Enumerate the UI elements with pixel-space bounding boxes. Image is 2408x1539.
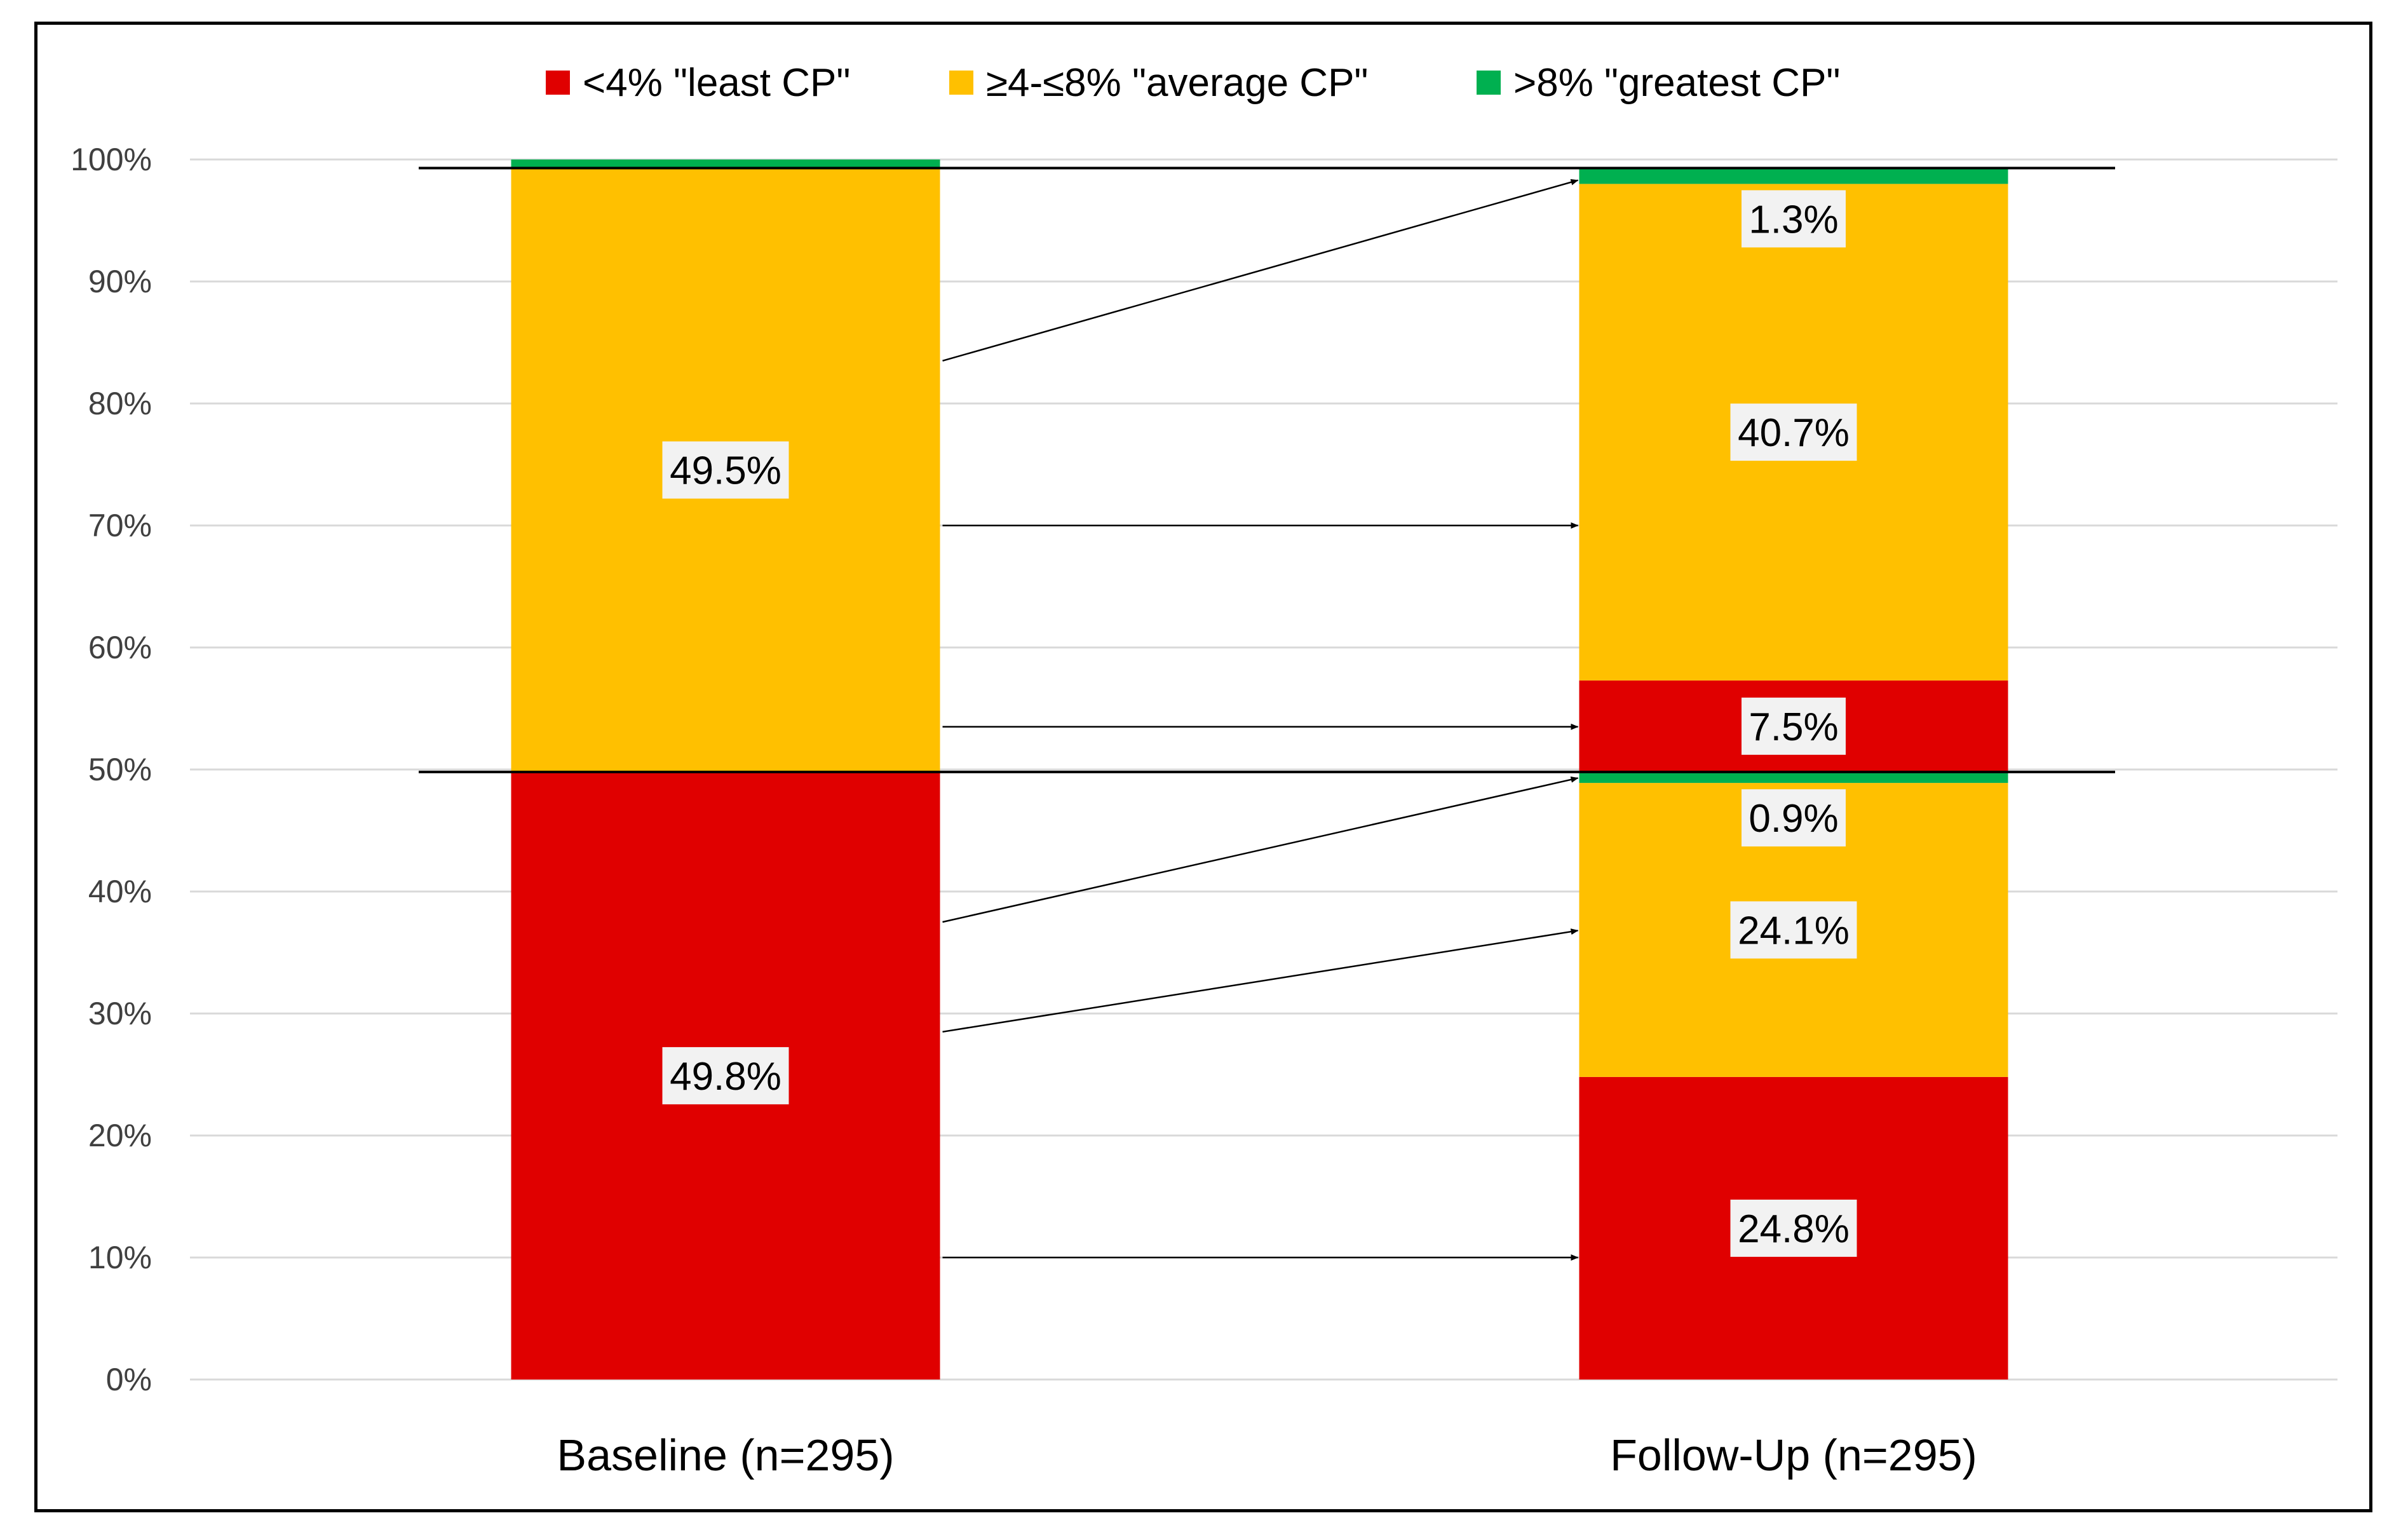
data-label: 49.5% <box>662 441 789 499</box>
data-label-box <box>1742 190 1846 248</box>
data-label-box <box>1742 697 1846 755</box>
legend-label: ≥4-≤8% "average CP" <box>986 61 1368 105</box>
legend-swatch <box>1477 71 1501 95</box>
legend: <4% "least CP" ≥4-≤8% "average CP" >8% "gr… <box>546 61 1840 105</box>
data-label-box <box>1730 901 1857 959</box>
bar-segment <box>511 159 940 168</box>
data-label: 40.7% <box>1730 403 1857 461</box>
y-tick-label: 30% <box>88 996 152 1031</box>
data-label-text: 0.9% <box>1749 797 1838 841</box>
x-category-label: Follow-Up (n=295) <box>1610 1430 1977 1480</box>
y-tick-label: 70% <box>88 508 152 543</box>
data-label-box <box>1730 1199 1857 1257</box>
data-label-box <box>1742 789 1846 847</box>
data-label-text: 7.5% <box>1749 705 1838 749</box>
data-label-box <box>662 441 789 499</box>
transition-arrow <box>942 179 1579 362</box>
data-labels: 49.8% 49.5% 24.8% 24.1% 0.9% 7.5% 40.7% 1.3% <box>662 190 1857 1257</box>
legend-swatch <box>546 71 570 95</box>
data-label-text: 1.3% <box>1749 198 1838 241</box>
y-tick-label: 0% <box>106 1362 152 1397</box>
data-label: 1.3% <box>1742 190 1846 248</box>
legend-item: <4% "least CP" <box>546 61 850 105</box>
legend-item: ≥4-≤8% "average CP" <box>949 61 1368 105</box>
data-label-box <box>662 1047 789 1104</box>
bar-segment <box>1579 771 2008 783</box>
y-tick-label: 100% <box>71 142 152 177</box>
y-axis: 0% 10% 20% 30% 40% 50% 60% 70% 80% 90% 100% <box>71 142 152 1397</box>
y-tick-label: 60% <box>88 630 152 665</box>
data-label: 24.1% <box>1730 901 1857 959</box>
data-label: 49.8% <box>662 1047 789 1104</box>
stacked-bar-chart: 49.8% 49.5% 24.8% 24.1% 0.9% 7.5% 40.7% 1.3% 0%… <box>71 61 2337 1480</box>
legend-item: >8% "greatest CP" <box>1477 61 1840 105</box>
x-category-label: Baseline (n=295) <box>557 1430 894 1480</box>
bar-segment <box>1579 168 2008 184</box>
y-tick-label: 20% <box>88 1118 152 1153</box>
data-label: 7.5% <box>1742 697 1846 755</box>
transition-arrows <box>942 179 1579 1261</box>
data-label-text: 49.5% <box>670 449 781 493</box>
data-label-text: 24.1% <box>1738 909 1850 953</box>
y-tick-label: 50% <box>88 752 152 787</box>
data-label: 0.9% <box>1742 789 1846 847</box>
y-tick-label: 10% <box>88 1240 152 1275</box>
data-label-box <box>1730 403 1857 461</box>
x-axis: Baseline (n=295) Follow-Up (n=295) <box>557 1430 1977 1480</box>
data-label-text: 49.8% <box>670 1055 781 1099</box>
y-tick-label: 90% <box>88 264 152 299</box>
data-label: 24.8% <box>1730 1199 1857 1257</box>
legend-label: <4% "least CP" <box>583 61 850 105</box>
transition-arrow <box>942 928 1579 1033</box>
transition-arrow <box>942 776 1579 923</box>
y-tick-label: 40% <box>88 874 152 909</box>
reference-lines <box>419 166 2115 773</box>
chart-frame: 49.8% 49.5% 24.8% 24.1% 0.9% 7.5% 40.7% 1.3% 0%… <box>34 22 2372 1512</box>
data-label-text: 40.7% <box>1738 411 1850 455</box>
data-label-text: 24.8% <box>1738 1207 1850 1251</box>
legend-label: >8% "greatest CP" <box>1513 61 1840 105</box>
legend-swatch <box>949 71 973 95</box>
y-tick-label: 80% <box>88 386 152 421</box>
